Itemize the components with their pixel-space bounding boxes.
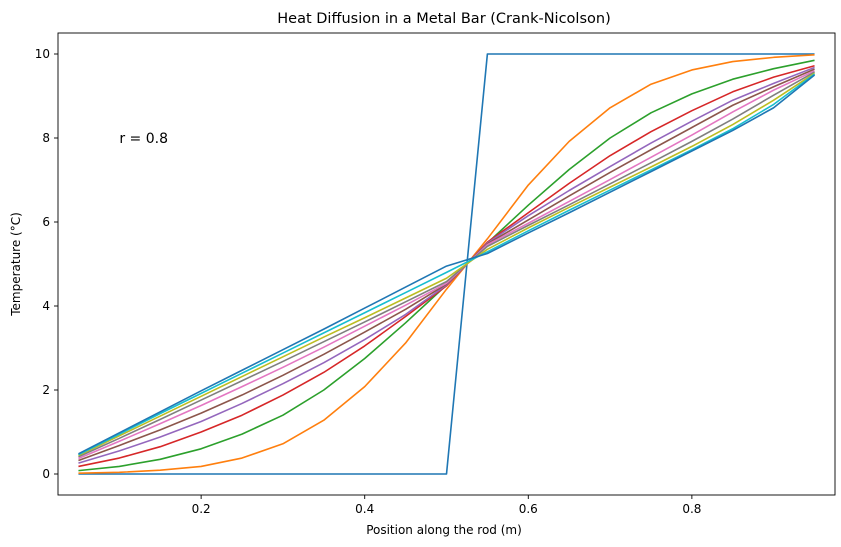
y-axis-label: Temperature (°C) bbox=[9, 212, 23, 317]
series-line-11 bbox=[78, 74, 816, 455]
series-line-5 bbox=[78, 66, 815, 464]
series-line-9 bbox=[78, 72, 815, 457]
series-line-2 bbox=[78, 54, 815, 474]
series-line-8 bbox=[78, 71, 815, 458]
x-tick-label: 0.6 bbox=[519, 502, 538, 516]
y-tick-label: 10 bbox=[35, 47, 50, 61]
chart-title: Heat Diffusion in a Metal Bar (Crank-Nic… bbox=[277, 11, 610, 27]
series-line-10 bbox=[78, 73, 816, 456]
plot-frame bbox=[57, 32, 836, 496]
x-tick-label: 0.2 bbox=[192, 502, 211, 516]
y-tick-label: 4 bbox=[42, 299, 50, 313]
series-line-7 bbox=[78, 70, 815, 460]
annotation-r: r = 0.8 bbox=[119, 131, 168, 147]
y-tick-label: 6 bbox=[42, 215, 50, 229]
series-line-1 bbox=[78, 53, 815, 475]
x-axis-label: Position along the rod (m) bbox=[366, 523, 522, 537]
x-axis: 0.2 0.4 0.6 0.8 bbox=[192, 495, 701, 516]
y-tick-label: 0 bbox=[42, 467, 50, 481]
y-tick-label: 8 bbox=[42, 131, 50, 145]
y-axis: 0 2 4 6 8 10 bbox=[35, 47, 58, 481]
y-tick-label: 2 bbox=[42, 383, 50, 397]
x-tick-label: 0.4 bbox=[355, 502, 374, 516]
plot-lines bbox=[78, 53, 816, 475]
x-tick-label: 0.8 bbox=[682, 502, 701, 516]
